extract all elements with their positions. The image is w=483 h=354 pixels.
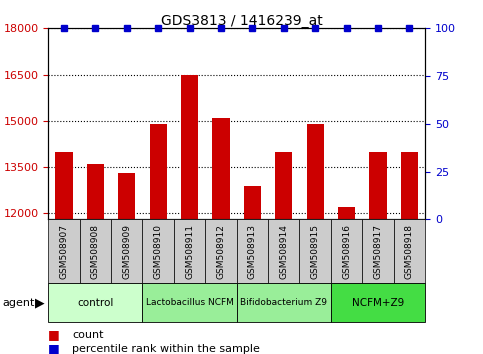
Bar [213, 118, 229, 219]
Text: percentile rank within the sample: percentile rank within the sample [72, 344, 260, 354]
Bar [394, 219, 425, 283]
Bar [331, 283, 425, 322]
Text: agent: agent [2, 298, 35, 308]
Text: GSM508908: GSM508908 [91, 224, 100, 279]
Text: GSM508909: GSM508909 [122, 224, 131, 279]
Bar [362, 219, 394, 283]
Text: GSM508913: GSM508913 [248, 224, 257, 279]
Text: GSM508918: GSM508918 [405, 224, 414, 279]
Bar [369, 152, 386, 219]
Bar [87, 164, 104, 219]
Text: GSM508917: GSM508917 [373, 224, 383, 279]
Text: Lactobacillus NCFM: Lactobacillus NCFM [146, 298, 233, 307]
Bar [275, 152, 292, 219]
Bar [181, 75, 198, 219]
Bar [237, 283, 331, 322]
Text: GSM508912: GSM508912 [216, 224, 226, 279]
Text: Bifidobacterium Z9: Bifidobacterium Z9 [240, 298, 327, 307]
Bar [237, 219, 268, 283]
Bar [244, 185, 261, 219]
Bar [150, 124, 167, 219]
Bar [338, 207, 355, 219]
Text: GSM508914: GSM508914 [279, 224, 288, 279]
Bar [56, 152, 72, 219]
Text: ■: ■ [48, 328, 60, 341]
Text: GSM508916: GSM508916 [342, 224, 351, 279]
Bar [268, 219, 299, 283]
Bar [48, 219, 80, 283]
Bar [118, 173, 135, 219]
Bar [174, 219, 205, 283]
Text: GSM508910: GSM508910 [154, 224, 163, 279]
Bar [111, 219, 142, 283]
Text: ▶: ▶ [35, 296, 44, 309]
Text: control: control [77, 298, 114, 308]
Text: ■: ■ [48, 342, 60, 354]
Text: NCFM+Z9: NCFM+Z9 [352, 298, 404, 308]
Bar [307, 124, 324, 219]
Bar [401, 152, 418, 219]
Text: GDS3813 / 1416239_at: GDS3813 / 1416239_at [161, 14, 322, 28]
Text: count: count [72, 330, 104, 339]
Bar [299, 219, 331, 283]
Bar [80, 219, 111, 283]
Bar [142, 283, 237, 322]
Text: GSM508907: GSM508907 [59, 224, 69, 279]
Bar [142, 219, 174, 283]
Bar [205, 219, 237, 283]
Text: GSM508911: GSM508911 [185, 224, 194, 279]
Text: GSM508915: GSM508915 [311, 224, 320, 279]
Bar [331, 219, 362, 283]
Bar [48, 283, 142, 322]
